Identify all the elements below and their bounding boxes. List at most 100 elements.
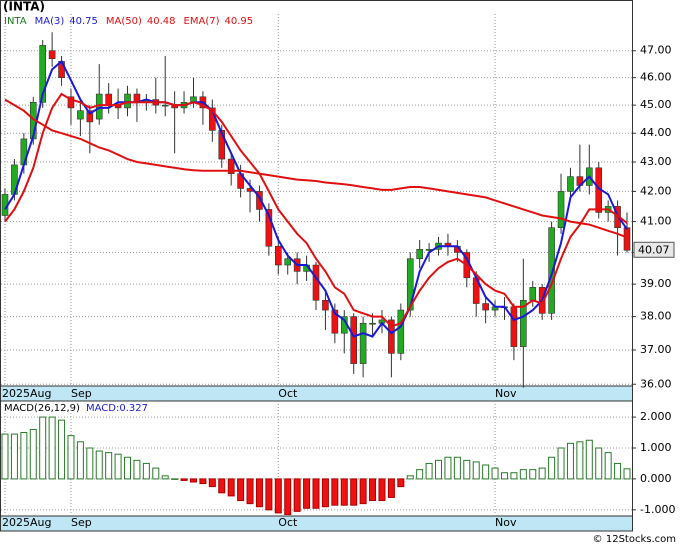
bar xyxy=(566,442,574,480)
bar xyxy=(576,441,584,480)
bar xyxy=(293,478,301,512)
chart-title: (INTA) xyxy=(3,0,45,14)
bar xyxy=(614,462,622,480)
bar xyxy=(274,478,282,514)
x-tick-label: Oct xyxy=(278,387,298,400)
bar xyxy=(321,478,329,508)
macd-value: MACD:0.327 xyxy=(86,403,148,414)
bar xyxy=(20,432,28,480)
bar xyxy=(585,439,593,480)
x-tick-label: Sep xyxy=(71,516,92,529)
bar xyxy=(218,478,226,494)
candle-body xyxy=(388,319,395,354)
bar xyxy=(548,456,556,480)
bar xyxy=(500,472,508,480)
bar xyxy=(425,462,433,480)
candle-body xyxy=(265,209,273,247)
candle-body xyxy=(256,191,263,210)
y-tick-label: 0.000 xyxy=(640,472,672,485)
bar xyxy=(76,441,84,480)
bar xyxy=(255,478,263,508)
candle-body xyxy=(331,309,339,334)
bar xyxy=(1,433,9,480)
y-tick-label: 36.00 xyxy=(640,377,672,390)
y-tick-label: 47.00 xyxy=(640,44,672,57)
candle-body xyxy=(312,264,320,301)
legend-value: 40.95 xyxy=(224,16,253,27)
bar xyxy=(95,450,103,480)
candle-body xyxy=(529,287,537,301)
bar xyxy=(142,462,150,480)
y-tick-label: 39.00 xyxy=(640,277,672,290)
legend-name: MA(50) xyxy=(106,16,142,27)
bar xyxy=(227,478,235,497)
candle-body xyxy=(416,249,423,260)
candle-body xyxy=(161,104,169,107)
bar xyxy=(406,475,414,480)
bar xyxy=(284,478,292,515)
y-tick-label: 1.000 xyxy=(640,441,672,454)
bar xyxy=(199,478,207,485)
bar xyxy=(48,416,56,480)
candle-body xyxy=(275,245,282,266)
candle-body xyxy=(39,45,46,103)
x-tick-label: Nov xyxy=(495,387,517,400)
bar xyxy=(557,447,565,480)
bar xyxy=(482,464,490,480)
candle-body xyxy=(359,322,367,364)
date-band xyxy=(0,515,633,532)
bar xyxy=(312,478,320,509)
y-tick-label: 42.00 xyxy=(640,184,672,197)
candle-body xyxy=(86,110,94,123)
candle-body xyxy=(322,299,329,311)
bar xyxy=(171,478,179,480)
candle-body xyxy=(124,93,131,109)
line xyxy=(4,98,628,239)
price-tag xyxy=(633,241,675,258)
date-band xyxy=(0,385,633,402)
bar xyxy=(397,478,405,488)
bar xyxy=(604,452,612,480)
candle-body xyxy=(67,96,75,109)
bar xyxy=(463,459,471,480)
bar xyxy=(538,467,546,480)
candle-body xyxy=(105,93,112,106)
line xyxy=(4,59,628,338)
bar xyxy=(416,469,424,480)
candle-body xyxy=(510,306,518,347)
bar xyxy=(519,469,527,480)
bar xyxy=(246,478,254,505)
x-tick-label: Oct xyxy=(278,516,298,529)
bar xyxy=(29,428,37,480)
y-tick-label: 46.00 xyxy=(640,71,672,84)
legend-name: MA(3) xyxy=(35,16,65,27)
bar xyxy=(124,456,132,480)
bar xyxy=(303,478,311,509)
bar xyxy=(453,456,461,480)
bar xyxy=(265,478,273,511)
bar xyxy=(208,478,216,488)
legend-name: EMA(7) xyxy=(184,16,220,27)
bar xyxy=(86,447,94,480)
candle-body xyxy=(623,227,631,251)
candle-body xyxy=(369,322,376,325)
candle-body xyxy=(557,191,565,228)
y-tick-label: 41.00 xyxy=(640,215,672,228)
candle-body xyxy=(482,303,489,311)
bar xyxy=(180,478,188,481)
line xyxy=(4,92,628,328)
bar xyxy=(529,469,537,480)
bar xyxy=(10,433,18,480)
bar xyxy=(133,459,141,480)
x-tick-label: 2025Aug xyxy=(2,387,51,400)
bar xyxy=(161,475,169,480)
bar xyxy=(67,435,75,480)
bar xyxy=(378,478,386,502)
candle-body xyxy=(567,176,574,192)
candle-body xyxy=(218,130,226,160)
bar xyxy=(237,478,245,502)
candle-body xyxy=(227,158,235,174)
candle-body xyxy=(548,227,555,314)
bar xyxy=(350,478,358,506)
